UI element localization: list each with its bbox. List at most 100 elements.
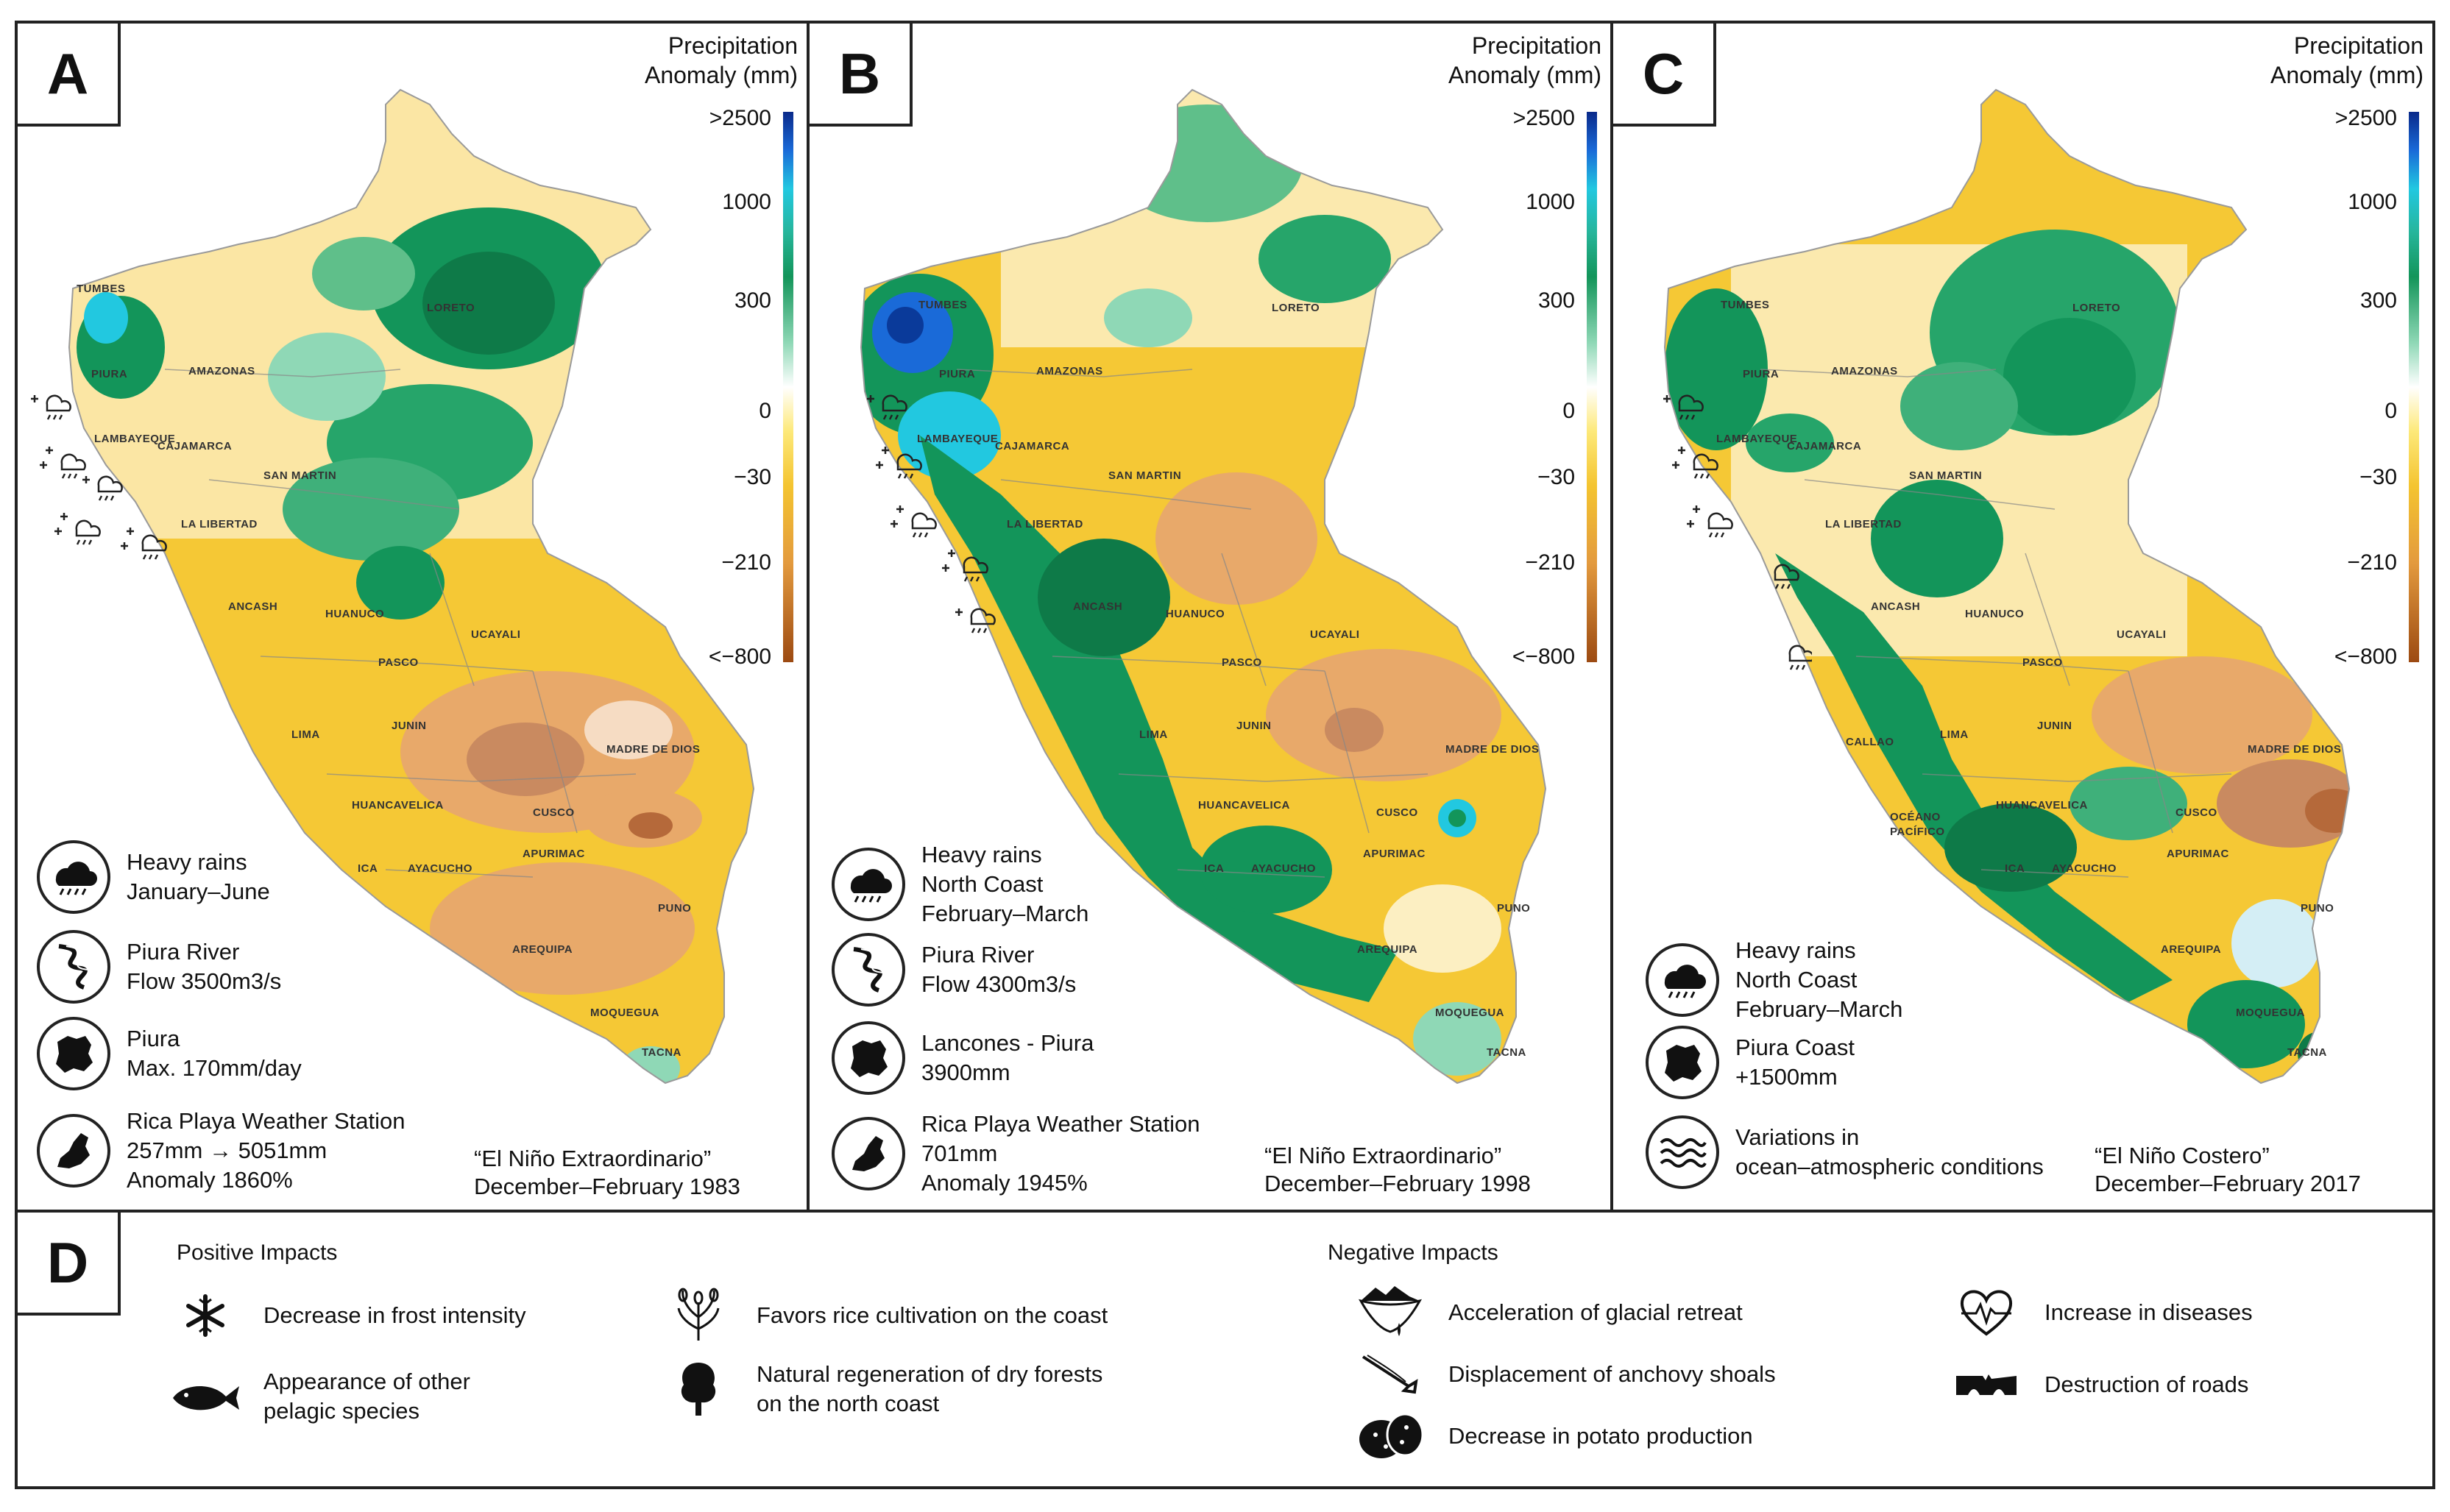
region-label: AREQUIPA	[1357, 943, 1418, 956]
region-label: AREQUIPA	[2161, 943, 2222, 956]
impact-item: Rica Playa Weather Station 257mm → 5051m…	[37, 1107, 406, 1195]
negative-impacts-title: Negative Impacts	[1328, 1241, 1498, 1265]
region-label: JUNIN	[2037, 720, 2072, 732]
region-label: PACÍFICO	[1890, 826, 1945, 838]
colorbar-tick: −210	[721, 550, 771, 575]
region-label: CUSCO	[2175, 806, 2217, 819]
weather-station-map-icon	[37, 1114, 110, 1188]
region-label: UCAYALI	[1310, 628, 1360, 641]
panel-d-legend: D Positive Impacts Negative Impacts Decr…	[15, 1210, 2435, 1489]
colorbar-tick: >2500	[709, 106, 771, 130]
colorbar-tick: 0	[2384, 399, 2397, 423]
impact-text: Heavy rains North Coast February–March	[921, 842, 1089, 926]
legend-text: Increase in diseases	[2044, 1299, 2253, 1325]
legend-item: Increase in diseases	[1946, 1283, 2253, 1342]
heavy-rain-icon	[832, 848, 905, 921]
legend-item: Appearance of other pelagic species	[165, 1367, 470, 1426]
river-icon	[37, 930, 110, 1004]
anchovy-icon	[1350, 1345, 1431, 1404]
region-label: MADRE DE DIOS	[2248, 743, 2342, 756]
colorbar-tick: >2500	[2334, 106, 2397, 130]
region-label: SAN MARTIN	[1108, 469, 1182, 482]
legend-text: Decrease in potato production	[1448, 1423, 1753, 1449]
region-label: LIMA	[1940, 728, 1969, 741]
region-label: SAN MARTIN	[1909, 469, 1983, 482]
region-label: ANCASH	[1073, 600, 1123, 613]
region-label: LAMBAYEQUE	[917, 433, 999, 445]
impact-text: Piura Coast +1500mm	[1735, 1034, 1855, 1090]
region-label: TACNA	[642, 1046, 681, 1059]
impact-text: Heavy rains January–June	[127, 849, 270, 904]
period-caption: “El Niño Extraordinario” December–Februa…	[474, 1146, 740, 1199]
region-label: ANCASH	[1871, 600, 1921, 613]
region-label: UCAYALI	[471, 628, 521, 641]
impact-text: Piura River Flow 3500m3/s	[127, 939, 282, 994]
colorbar-tick: <−800	[2334, 645, 2397, 669]
region-label: JUNIN	[392, 720, 427, 732]
legend-text: Acceleration of glacial retreat	[1448, 1299, 1743, 1325]
region-label: HUANCAVELICA	[1996, 799, 2088, 812]
impact-text: Piura Max. 170mm/day	[127, 1026, 302, 1081]
region-label: AMAZONAS	[1831, 365, 1898, 377]
region-label: APURIMAC	[1363, 848, 1426, 860]
positive-impacts-title: Positive Impacts	[177, 1241, 338, 1265]
legend-item: Decrease in potato production	[1350, 1407, 1753, 1466]
colorbar-tick: 300	[2359, 288, 2397, 313]
panel-letter: A	[18, 24, 121, 127]
region-label: MADRE DE DIOS	[606, 743, 701, 756]
region-label: MADRE DE DIOS	[1445, 743, 1540, 756]
rain-symbols	[867, 394, 996, 633]
colorbar-tick: 300	[1537, 288, 1575, 313]
region-label: PUNO	[658, 902, 692, 915]
region-label: LORETO	[1272, 302, 1320, 314]
legend-text: Destruction of roads	[2044, 1371, 2249, 1397]
region-label: APURIMAC	[523, 848, 585, 860]
colorbar	[1587, 112, 1597, 662]
impact-item: Piura Coast +1500mm	[1646, 1026, 1855, 1099]
heavy-rain-icon	[1646, 943, 1719, 1017]
precipitation-map-1998	[860, 88, 1547, 1085]
panel-a: A Precipitation Anomaly (mm)	[15, 21, 810, 1213]
impact-item: Lancones - Piura 3900mm	[832, 1021, 1094, 1095]
heart-pulse-icon	[1946, 1283, 2027, 1342]
rice-plant-icon	[658, 1286, 739, 1345]
region-label: MOQUEGUA	[2236, 1007, 2305, 1019]
legend-item: Displacement of anchovy shoals	[1350, 1345, 1776, 1404]
region-label: LORETO	[2072, 302, 2121, 314]
region-label: OCÉANO	[1890, 811, 1941, 823]
colorbar-tick: −30	[1537, 465, 1575, 489]
impact-text: Variations in ocean–atmospheric conditio…	[1735, 1124, 2044, 1179]
impact-text: Lancones - Piura 3900mm	[921, 1030, 1094, 1085]
region-label: ICA	[1204, 862, 1225, 875]
region-label: MOQUEGUA	[1435, 1007, 1504, 1019]
region-label: PUNO	[2301, 902, 2334, 915]
region-label: AMAZONAS	[1036, 365, 1103, 377]
colorbar	[783, 112, 793, 662]
region-label: UCAYALI	[2117, 628, 2167, 641]
legend-text: Displacement of anchovy shoals	[1448, 1361, 1776, 1387]
region-label: AMAZONAS	[188, 365, 255, 377]
region-label: CUSCO	[1376, 806, 1418, 819]
region-label: CALLAO	[1846, 736, 1894, 748]
region-label: PIURA	[91, 368, 128, 380]
impact-item: Piura Max. 170mm/day	[37, 1017, 302, 1090]
ocean-waves-icon	[1646, 1115, 1719, 1189]
region-label: LA LIBERTAD	[1007, 518, 1083, 530]
region-label: LAMBAYEQUE	[94, 433, 176, 445]
region-label: ICA	[2005, 862, 2025, 875]
region-label: PIURA	[939, 368, 976, 380]
heavy-rain-icon	[37, 840, 110, 914]
colorbar-tick: 1000	[2348, 190, 2397, 214]
impact-text: Heavy rains North Coast February–March	[1735, 937, 1903, 1022]
colorbar-tick: 0	[1562, 399, 1575, 423]
legend-item: Natural regeneration of dry forests on t…	[658, 1360, 1102, 1419]
colorbar-tick: 300	[734, 288, 771, 313]
region-label: PASCO	[2022, 656, 2063, 669]
region-label: TUMBES	[918, 299, 968, 311]
period-caption: “El Niño Costero” December–February 2017	[2095, 1143, 2361, 1196]
river-icon	[832, 933, 905, 1007]
region-label: HUANUCO	[1166, 608, 1225, 620]
colorbar-title: Precipitation Anomaly (mm)	[644, 32, 798, 88]
region-label: PUNO	[1497, 902, 1531, 915]
region-label: CAJAMARCA	[1787, 440, 1862, 452]
